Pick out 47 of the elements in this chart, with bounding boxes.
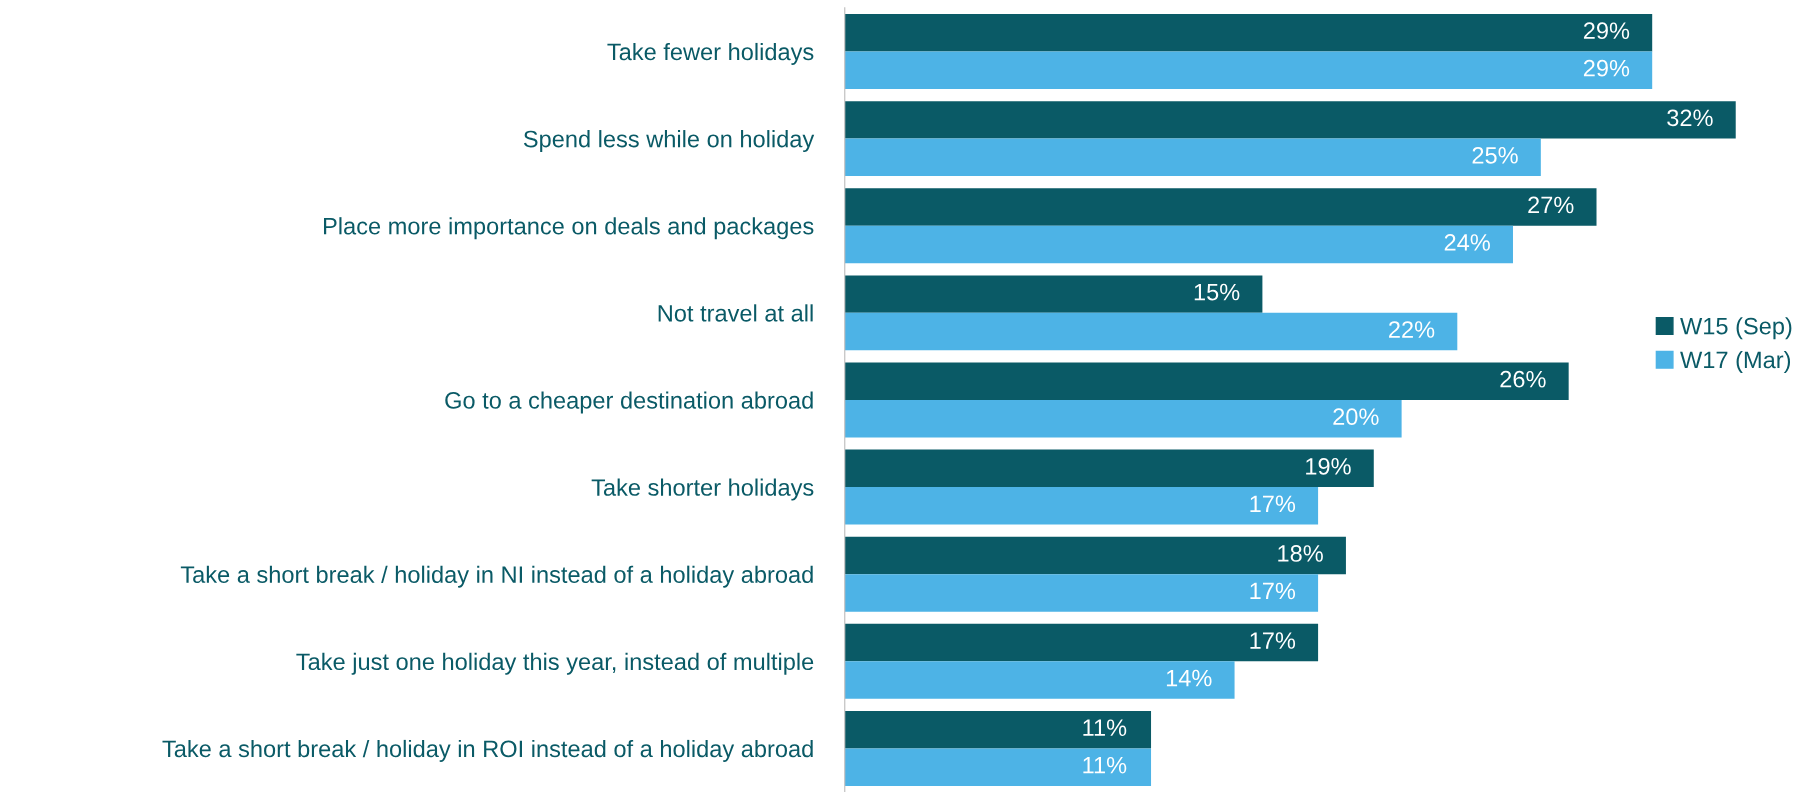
y-tick-label: Take shorter holidays [591,478,814,501]
data-label: 11% [1083,756,1127,774]
data-label: 29% [1583,22,1630,40]
y-tick-label: Not travel at all [658,304,813,322]
bar [844,536,1346,575]
bar [844,312,1458,351]
data-label: 14% [1166,669,1212,687]
bar [844,14,1653,52]
data-label: 26% [1500,370,1546,388]
data-label: 15% [1194,283,1240,301]
bar [844,748,1152,786]
bar [844,399,1402,438]
data-label: 22% [1389,321,1435,338]
y-tick-label: Take a short break / holiday in ROI instead of a holiday abroad [162,739,813,762]
bar [844,138,1541,177]
bar [844,661,1235,699]
data-label: 32% [1667,109,1713,127]
y-tick-label: Take fewer holidays [607,42,814,65]
data-label: 27% [1528,196,1574,214]
y-tick-label: Take just one holiday this year, instead of multiple [296,652,814,675]
data-label: 11% [1083,719,1127,736]
bar [844,623,1319,662]
bar [844,101,1736,139]
bar [844,710,1152,749]
bar [844,449,1374,488]
data-label: 19% [1306,457,1351,475]
data-label: 17% [1250,582,1296,600]
data-label: 20% [1333,408,1379,426]
data-label: 17% [1250,495,1296,513]
bar [844,51,1653,89]
data-label: 29% [1583,59,1630,77]
data-label: 24% [1444,234,1490,251]
bar [844,275,1263,313]
bar [844,225,1513,264]
y-tick-label: Place more importance on deals and packages [324,217,814,240]
legend-label: W15 (Sep) [1680,317,1792,340]
y-tick-label: Spend less while on holiday [523,130,815,153]
bar [844,362,1569,400]
data-label: 25% [1472,146,1518,164]
bar [844,188,1597,226]
legend-label: W17 (Mar) [1680,350,1791,373]
y-tick-label: Go to a cheaper destination abroad [445,391,813,414]
data-label: 17% [1250,632,1296,649]
data-label: 18% [1278,545,1323,562]
bar [844,487,1319,525]
y-tick-label: Take a short break / holiday in NI instead of a holiday abroad [180,565,813,588]
bar [844,574,1319,612]
